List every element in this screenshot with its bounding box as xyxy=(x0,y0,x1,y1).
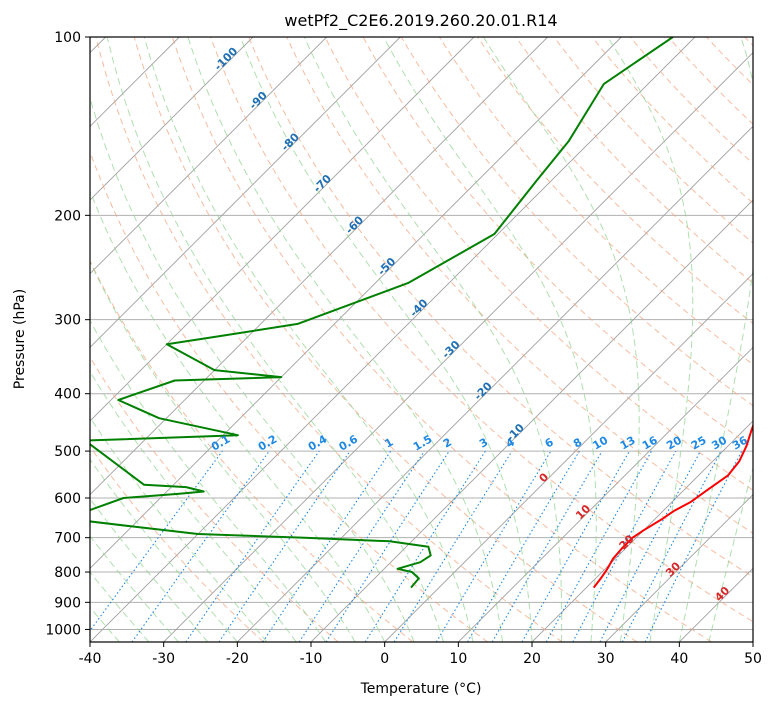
mixing-ratio-line xyxy=(218,450,351,642)
isotherm-line xyxy=(90,37,475,422)
moist-adiabat xyxy=(90,535,179,642)
dry-adiabat xyxy=(515,37,753,284)
moist-adiabat xyxy=(90,416,268,642)
plot-frame xyxy=(89,36,754,643)
x-tick-label: -20 xyxy=(226,651,249,667)
isotherm-line xyxy=(90,37,696,642)
dry-adiabat xyxy=(90,445,264,642)
background-lines xyxy=(90,37,753,642)
y-tick-label: 100 xyxy=(54,30,81,46)
moist-adiabat xyxy=(90,260,356,642)
x-tick-label: 0 xyxy=(380,651,389,667)
dry-adiabat xyxy=(248,37,753,578)
dry-adiabat xyxy=(133,37,638,642)
isotherm-line xyxy=(605,494,753,642)
y-axis-title: Pressure (hPa) xyxy=(12,289,28,389)
moist-adiabat xyxy=(607,37,694,642)
y-tick-label: 500 xyxy=(54,444,81,460)
y-tick-label: 600 xyxy=(54,491,81,507)
x-tick-label: 50 xyxy=(744,651,762,667)
x-tick-label: 40 xyxy=(670,651,688,667)
dry-adiabat xyxy=(210,37,753,623)
moist-adiabat xyxy=(143,37,474,642)
x-tick-label: -30 xyxy=(152,651,175,667)
x-tick-label: 10 xyxy=(449,651,467,667)
dry-adiabat xyxy=(171,37,712,642)
y-tick-label: 400 xyxy=(54,387,81,403)
dewpoint-profile xyxy=(90,37,674,589)
isotherm-line xyxy=(90,37,622,569)
moist-adiabat xyxy=(383,37,597,642)
y-tick-label: 700 xyxy=(54,531,81,547)
moist-adiabat xyxy=(708,466,753,642)
moist-adiabat xyxy=(90,189,386,642)
y-axis-ticks: 100 200 300 400 500 600 700 800 900 1000 xyxy=(45,30,90,638)
isotherm-line xyxy=(163,52,753,642)
moist-adiabat xyxy=(187,37,503,642)
mixing-ratio-line xyxy=(467,450,580,642)
dry-adiabat xyxy=(477,37,753,325)
isotherm-line xyxy=(237,125,753,642)
chart-title: wetPf2_C2E6.2019.260.20.01.R14 xyxy=(284,11,557,31)
mixing-ratio-line xyxy=(521,450,630,642)
mixing-ratio-line xyxy=(185,450,320,642)
dry-adiabat xyxy=(591,37,753,204)
y-tick-label: 900 xyxy=(54,595,81,611)
dry-adiabat xyxy=(95,37,563,642)
y-tick-label: 200 xyxy=(54,208,81,224)
isotherm-line xyxy=(90,37,327,275)
moist-adiabat xyxy=(106,37,445,642)
moist-adiabat xyxy=(90,96,415,642)
x-tick-label: -10 xyxy=(300,651,323,667)
mixing-ratio-line xyxy=(545,450,653,642)
moist-adiabat xyxy=(239,37,533,642)
mixing-ratio-line xyxy=(491,450,603,642)
mixing-ratio-line xyxy=(393,450,513,642)
isotherm-line xyxy=(90,37,401,348)
y-tick-label: 300 xyxy=(54,313,81,329)
dry-adiabat xyxy=(90,259,414,642)
x-tick-label: 30 xyxy=(597,651,615,667)
x-tick-label: -40 xyxy=(79,651,102,667)
dry-adiabat xyxy=(362,37,753,449)
dry-adiabat xyxy=(629,37,753,165)
y-tick-label: 1000 xyxy=(45,622,81,638)
x-axis-title: Temperature (°C) xyxy=(360,681,482,697)
moist-adiabat xyxy=(90,497,209,642)
moist-adiabat xyxy=(90,458,238,642)
mixing-ratio-line xyxy=(435,450,552,642)
moist-adiabat xyxy=(303,37,563,642)
moist-adiabat xyxy=(482,37,640,642)
temperature-profile xyxy=(592,423,753,589)
isotherm-line xyxy=(90,37,254,201)
mixing-ratio-line xyxy=(131,450,270,642)
dry-adiabat xyxy=(324,37,753,491)
isotherm-line xyxy=(531,420,753,642)
mixing-ratio-line xyxy=(325,450,450,642)
mixing-ratio-line xyxy=(572,450,677,642)
y-tick-label: 800 xyxy=(54,565,81,581)
dry-adiabat xyxy=(400,37,753,407)
x-tick-label: 20 xyxy=(523,651,541,667)
x-axis-ticks: -40 -30 -20 -10 0 10 20 30 40 50 xyxy=(79,642,762,667)
isotherm-line xyxy=(90,37,548,496)
mixing-ratio-line xyxy=(90,450,223,632)
isotherm-line xyxy=(384,273,753,642)
sounding-profiles xyxy=(90,37,753,589)
